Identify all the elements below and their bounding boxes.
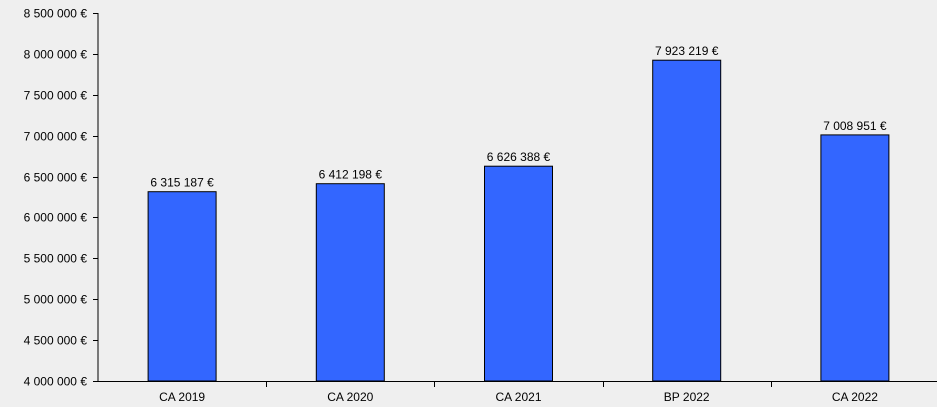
bar-ca-2022 xyxy=(820,134,890,382)
bar-ca-2020 xyxy=(315,183,385,382)
y-tick-label: 7 500 000 € xyxy=(24,89,88,103)
bar-ca-2019 xyxy=(147,191,217,382)
y-tick-label: 5 000 000 € xyxy=(24,293,88,307)
y-tick-label: 4 000 000 € xyxy=(24,375,88,389)
x-category-label: CA 2022 xyxy=(832,390,878,404)
x-category-label: CA 2019 xyxy=(159,390,205,404)
bar-value-label: 6 626 388 € xyxy=(487,150,551,164)
y-tick-label: 5 500 000 € xyxy=(24,252,88,266)
bar-value-label: 6 412 198 € xyxy=(319,168,383,182)
y-axis: 4 000 000 € 4 500 000 € 5 000 000 € 5 500 0… xyxy=(24,7,99,389)
bar-series xyxy=(147,59,890,382)
bar-value-label: 6 315 187 € xyxy=(150,176,214,190)
x-category-label: CA 2020 xyxy=(327,390,373,404)
bar-ca-2021 xyxy=(484,165,553,382)
y-tick-label: 7 000 000 € xyxy=(24,130,88,144)
y-tick-label: 8 500 000 € xyxy=(24,7,88,21)
y-tick-label: 6 000 000 € xyxy=(24,211,88,225)
y-tick-label: 4 500 000 € xyxy=(24,334,88,348)
bar-value-label: 7 923 219 € xyxy=(655,44,719,58)
x-category-label: BP 2022 xyxy=(664,390,710,404)
x-category-label: CA 2021 xyxy=(495,390,541,404)
data-labels: 6 315 187 € 6 412 198 € 6 626 388 € 7 923 2… xyxy=(150,44,887,190)
y-tick-label: 6 500 000 € xyxy=(24,171,88,185)
bar-value-label: 7 008 951 € xyxy=(823,119,887,133)
bar-bp-2022 xyxy=(652,59,722,382)
y-tick-label: 8 000 000 € xyxy=(24,48,88,62)
